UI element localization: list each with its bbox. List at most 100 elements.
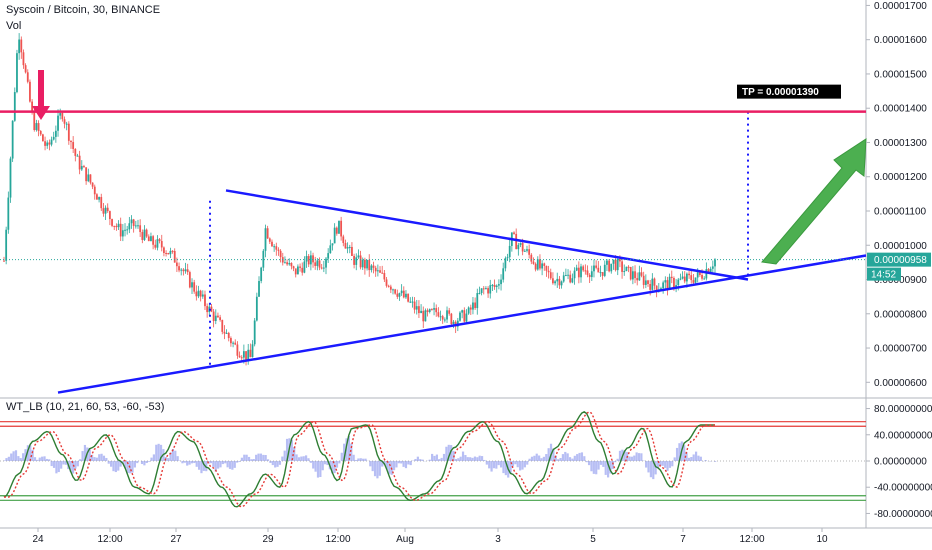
- candle-body: [662, 282, 665, 289]
- candle-body: [31, 101, 33, 113]
- osc-hist-bar: [623, 450, 626, 461]
- price-tick-label: 0.00000600: [874, 378, 927, 389]
- candle-body: [173, 250, 176, 263]
- price-axis[interactable]: 0.00001700 0.00001600 0.00001500 0.00001400…: [866, 1, 927, 389]
- time-axis[interactable]: 24 12:00 27 29 12:00 Aug 3 5 7 12:00 10: [32, 528, 828, 545]
- candle-body: [461, 310, 464, 313]
- osc-hist-bar: [5, 458, 8, 461]
- candle-body: [653, 278, 656, 286]
- oscillator-axis[interactable]: 80.00000000 40.00000000 0.00000000 -40.0000…: [866, 404, 932, 520]
- candle-body: [536, 259, 539, 270]
- candle-body: [57, 115, 59, 131]
- candle-body: [452, 321, 455, 325]
- candle-body: [230, 338, 232, 344]
- candle-body: [422, 310, 425, 322]
- candle-body: [78, 155, 81, 170]
- osc-hist-bar: [167, 458, 170, 461]
- candle-body: [491, 284, 494, 286]
- osc-hist-bar: [404, 461, 408, 469]
- candle-body: [212, 311, 215, 322]
- candle-body: [232, 342, 234, 344]
- candle-body: [50, 139, 53, 145]
- osc-hist-bar: [461, 451, 465, 461]
- candle-body: [374, 267, 377, 272]
- osc-hist-bar: [76, 461, 79, 467]
- time-tick-label: 29: [262, 534, 274, 545]
- candle-body: [714, 259, 716, 267]
- candle-body: [383, 273, 386, 280]
- osc-hist-bar: [79, 459, 82, 461]
- candle-body: [560, 281, 563, 286]
- osc-hist-bar: [614, 461, 617, 463]
- osc-hist-bar: [331, 461, 334, 474]
- indicator-title[interactable]: WT_LB (10, 21, 60, 53, -60, -53): [6, 401, 165, 413]
- osc-hist-bar: [259, 453, 263, 461]
- osc-hist-bar: [105, 457, 108, 461]
- candles: [3, 33, 716, 366]
- price-pane[interactable]: TP = 0.00001390: [0, 33, 867, 394]
- osc-hist-bar: [195, 461, 198, 467]
- candle-body: [342, 236, 345, 244]
- osc-hist-bar: [675, 447, 679, 461]
- grid: [0, 0, 932, 529]
- candle-body: [225, 332, 228, 334]
- osc-hist-bar: [359, 458, 362, 461]
- candle-body: [489, 285, 492, 294]
- candle-body: [163, 247, 165, 253]
- symbol-title[interactable]: Syscoin / Bitcoin, 30, BINANCE: [6, 4, 161, 16]
- osc-hist-bar: [683, 445, 686, 461]
- candle-body: [119, 223, 122, 237]
- red-down-arrow-icon: [32, 70, 50, 120]
- osc-hist-bar: [450, 445, 453, 461]
- candle-body: [593, 265, 595, 272]
- osc-hist-bar: [240, 457, 243, 461]
- oscillator-pane[interactable]: [0, 410, 866, 508]
- candle-body: [698, 272, 701, 276]
- osc-hist-bar: [602, 461, 605, 467]
- candle-body: [52, 136, 55, 140]
- candle-body: [39, 130, 42, 135]
- osc-tick-label: 40.00000000: [874, 430, 932, 441]
- candle-body: [160, 241, 163, 248]
- triangle-upper-trendline[interactable]: [225, 189, 749, 281]
- osc-hist-bar: [564, 451, 567, 461]
- candle-body: [523, 250, 526, 252]
- osc-hist-bar: [41, 456, 44, 461]
- candle-body: [20, 39, 23, 53]
- osc-hist-bar: [343, 443, 346, 461]
- osc-hist-bar: [174, 450, 177, 461]
- candle-body: [260, 267, 263, 282]
- osc-hist-bar: [93, 457, 96, 461]
- osc-hist-bar: [604, 461, 607, 475]
- candle-body: [227, 332, 230, 339]
- candle-body: [89, 174, 92, 183]
- osc-hist-bar: [445, 446, 448, 461]
- osc-hist-bar: [226, 461, 229, 468]
- candle-body: [398, 293, 401, 297]
- osc-hist-bar: [283, 450, 286, 461]
- osc-hist-bar: [652, 461, 655, 480]
- osc-tick-label: -80.00000000: [874, 509, 932, 520]
- candle-body: [100, 197, 103, 209]
- triangle-lower-trendline[interactable]: [57, 254, 867, 394]
- osc-hist-bar: [633, 455, 636, 461]
- osc-hist-bar: [447, 444, 450, 461]
- osc-hist-bar: [285, 438, 289, 461]
- osc-hist-bar: [121, 461, 125, 464]
- osc-hist-bar: [388, 461, 391, 474]
- candle-body: [366, 259, 368, 269]
- osc-hist-bar: [221, 461, 224, 465]
- candle-body: [677, 279, 680, 286]
- candle-body: [567, 274, 569, 276]
- candle-body: [87, 174, 90, 182]
- osc-hist-bar: [309, 461, 312, 463]
- osc-hist-bar: [357, 458, 360, 461]
- candle-body: [670, 276, 673, 279]
- osc-hist-bar: [217, 461, 220, 469]
- candle-body: [65, 123, 68, 125]
- candle-body: [554, 281, 556, 284]
- candle-body: [709, 268, 712, 273]
- osc-hist-bar: [409, 461, 412, 466]
- volume-label[interactable]: Vol: [6, 20, 22, 32]
